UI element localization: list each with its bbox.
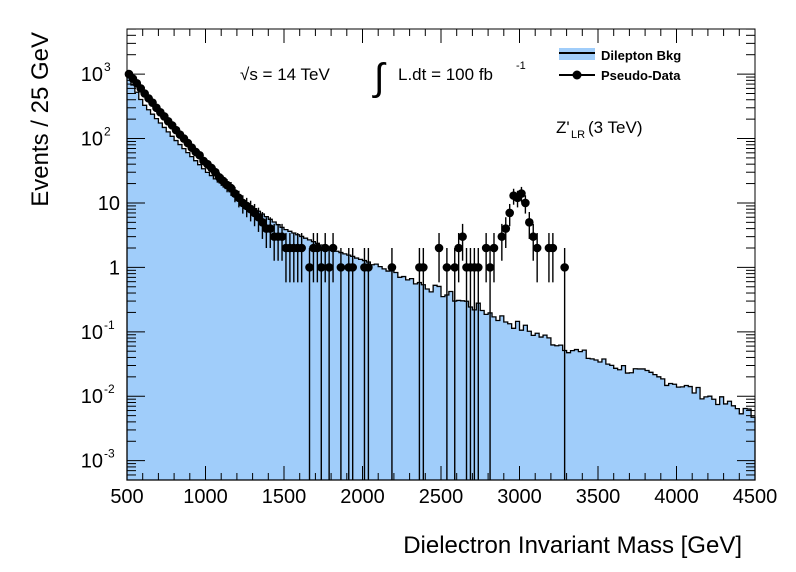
x-tick-label: 1000 (183, 486, 228, 508)
data-point (297, 243, 306, 253)
x-tick-label: 2000 (340, 486, 385, 508)
data-point-layer (124, 69, 569, 272)
model-label: Z' (556, 118, 570, 137)
legend: Dilepton Bkg Pseudo-Data (559, 48, 681, 83)
luminosity-annotation: L.dt = 100 fb (398, 65, 493, 84)
y-tick-label: 10 (81, 129, 103, 151)
data-point (336, 263, 346, 272)
data-point (454, 243, 463, 253)
y-tick-exponent: -3 (104, 447, 115, 461)
data-point (548, 243, 558, 253)
y-tick-label: 10 (81, 322, 103, 344)
luminosity-integral-sign: ∫ (372, 57, 387, 99)
x-tick-label: 4500 (733, 486, 778, 508)
x-tick-label: 1500 (262, 486, 307, 508)
legend-swatch-data-marker (572, 70, 582, 80)
x-tick-layer: 500 1000 1500 2000 2500 3000 3500 4000 4500 (110, 29, 777, 508)
data-point (458, 232, 467, 241)
y-tick-exponent: 3 (104, 60, 111, 74)
data-point (265, 224, 275, 233)
y-tick-label: 10 (81, 386, 103, 408)
data-point (320, 243, 330, 253)
data-point (473, 263, 483, 272)
y-tick-exponent: 2 (104, 125, 111, 139)
data-point (348, 263, 357, 272)
data-point (481, 243, 491, 253)
y-tick-label: 10 (81, 64, 103, 86)
y-tick-label: 10 (81, 451, 103, 473)
data-point (489, 243, 499, 253)
data-point (316, 263, 326, 272)
y-tick-exponent: -1 (104, 318, 115, 332)
x-tick-label: 3000 (497, 486, 542, 508)
data-point (305, 263, 314, 272)
legend-label-data: Pseudo-Data (601, 68, 681, 83)
data-point (313, 243, 322, 253)
data-point (324, 263, 334, 272)
y-tick-exponent: -2 (104, 382, 115, 396)
data-point (501, 224, 511, 233)
data-point (258, 218, 267, 227)
x-tick-label: 4000 (654, 486, 699, 508)
data-point (485, 263, 495, 272)
x-tick-label: 500 (110, 486, 143, 508)
data-point (450, 263, 460, 272)
data-point (517, 189, 526, 198)
data-point (419, 263, 428, 272)
x-tick-label: 2500 (419, 486, 464, 508)
legend-label-bkg: Dilepton Bkg (601, 48, 681, 63)
x-axis-title: Dielectron Invariant Mass [GeV] (403, 532, 742, 559)
data-point (532, 243, 542, 253)
model-subscript: LR (571, 129, 585, 141)
data-point (328, 243, 338, 253)
y-tick-label: 10 (98, 193, 120, 215)
data-point (364, 263, 373, 272)
data-point (521, 198, 530, 208)
data-point (497, 232, 507, 241)
data-point (277, 232, 287, 241)
y-tick-label: 1 (109, 257, 120, 279)
data-point (560, 263, 569, 272)
data-point (528, 232, 538, 241)
data-point (434, 243, 444, 253)
y-axis-title: Events / 25 GeV (27, 32, 54, 207)
x-tick-label: 3500 (576, 486, 621, 508)
luminosity-exponent: -1 (516, 60, 526, 72)
data-point (525, 218, 534, 227)
data-point (387, 263, 397, 272)
model-mass: (3 TeV) (588, 118, 643, 137)
data-point (505, 208, 514, 218)
data-point (442, 263, 452, 272)
energy-annotation: √s = 14 TeV (240, 65, 330, 84)
